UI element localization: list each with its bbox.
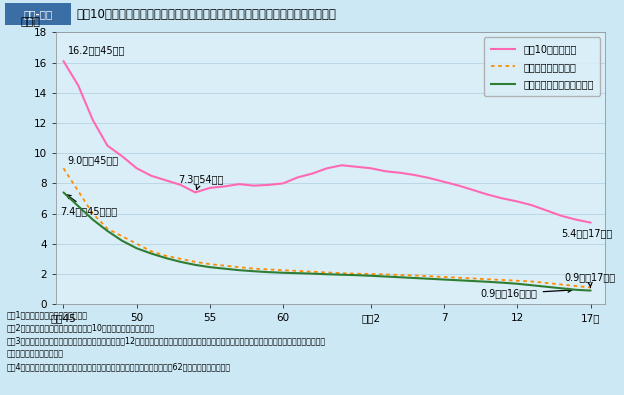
Text: 7.3（54年）: 7.3（54年）: [178, 174, 223, 190]
Bar: [5, 3, 71, 25]
Legend: 人口10万人当たり, 自動車１万台当たり, 自動車１億走行キロ当たり: 人口10万人当たり, 自動車１万台当たり, 自動車１億走行キロ当たり: [484, 37, 600, 96]
Text: 16.2人（45年）: 16.2人（45年）: [68, 45, 125, 55]
Text: 第１-４図: 第１-４図: [23, 9, 52, 19]
Text: 9.0人（45年）: 9.0人（45年）: [68, 155, 119, 165]
Text: 7.4人（45年度）: 7.4人（45年度）: [61, 195, 118, 216]
Text: 人口10万人・自動車１万台・自動車１億走行キロ当たりの交通事故死者数の推移: 人口10万人・自動車１万台・自動車１億走行キロ当たりの交通事故死者数の推移: [77, 8, 336, 21]
Text: 0.9人（16年度）: 0.9人（16年度）: [481, 288, 572, 299]
Text: 0.9人（17年）: 0.9人（17年）: [564, 272, 615, 288]
Text: 5.4人（17年）: 5.4人（17年）: [562, 229, 613, 239]
Text: （人）: （人）: [21, 17, 41, 27]
Text: 注　1　死者数は警察庁資料による。
　　2　人口は総務省資料により，各年10月１日現在の値である。
　　3　自動車保有台数は国土交通省資料により，各年12月末現: 注 1 死者数は警察庁資料による。 2 人口は総務省資料により，各年10月１日現…: [6, 311, 325, 371]
